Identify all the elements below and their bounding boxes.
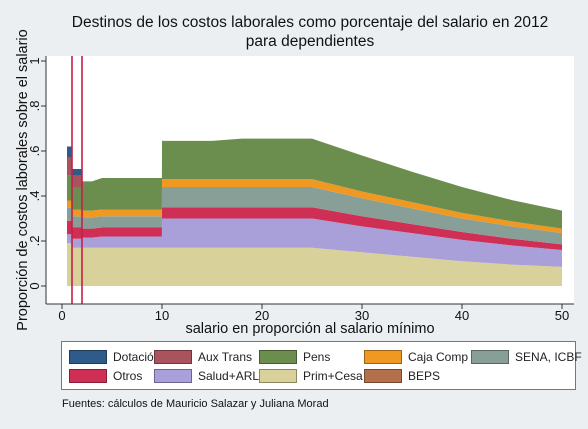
legend-label: Aux Trans bbox=[198, 350, 253, 364]
reference-lines bbox=[71, 56, 83, 304]
legend: Dotación Aux Trans Pens Caja Comp F SENA, IC… bbox=[61, 341, 582, 390]
x-tick-label: 10 bbox=[155, 308, 169, 323]
legend-label: Pens bbox=[303, 350, 331, 364]
legend-swatch bbox=[69, 369, 107, 383]
legend-label: Caja Comp F bbox=[408, 350, 479, 364]
y-axis-label: Proporción de costos laborales sobre el … bbox=[15, 29, 31, 330]
legend-label: Dotación bbox=[113, 350, 161, 364]
x-tick-label: 20 bbox=[255, 308, 269, 323]
area-series-salud-arl bbox=[67, 218, 562, 267]
area-series-prim-cesa bbox=[67, 243, 562, 286]
legend-swatch bbox=[364, 350, 402, 364]
legend-swatch bbox=[154, 369, 192, 383]
y-tick-label: 1 bbox=[27, 57, 42, 64]
area-series-pens bbox=[67, 138, 562, 229]
chart-title: Destinos de los costos laborales como po… bbox=[70, 13, 550, 51]
y-tick-label: .8 bbox=[27, 101, 42, 112]
x-tick-label: 30 bbox=[355, 308, 369, 323]
legend-label: Otros bbox=[113, 369, 143, 383]
legend-swatch bbox=[364, 369, 402, 383]
x-axis-label: salario en proporción al salario mínimo bbox=[185, 321, 434, 337]
legend-swatch bbox=[154, 350, 192, 364]
legend-label: Salud+ARL bbox=[198, 369, 260, 383]
y-tick-label: .2 bbox=[27, 236, 42, 247]
x-tick-label: 50 bbox=[555, 308, 569, 323]
area-series-sena-icbf bbox=[67, 187, 562, 245]
legend-swatch bbox=[259, 369, 297, 383]
legend-label: SENA, ICBF bbox=[515, 350, 582, 364]
legend-swatch bbox=[471, 350, 509, 364]
x-ticks: 0 10 20 30 40 50 bbox=[58, 304, 569, 323]
y-tick-label: 0 bbox=[27, 282, 42, 289]
legend-swatch bbox=[259, 350, 297, 364]
y-ticks: 0 .2 .4 .6 .8 1 bbox=[27, 57, 46, 290]
chart-title-text: Destinos de los costos laborales como po… bbox=[71, 14, 549, 50]
legend-swatch bbox=[69, 350, 107, 364]
x-tick-label: 0 bbox=[58, 308, 65, 323]
y-tick-label: .4 bbox=[27, 191, 42, 202]
legend-label: Prim+Cesa bbox=[303, 369, 363, 383]
area-series-otros bbox=[67, 207, 562, 250]
areas-layer bbox=[67, 138, 562, 286]
x-tick-label: 40 bbox=[455, 308, 469, 323]
y-tick-label: .6 bbox=[27, 146, 42, 157]
source-note: Fuentes: cálculos de Mauricio Salazar y … bbox=[62, 398, 329, 410]
legend-label: BEPS bbox=[408, 369, 441, 383]
